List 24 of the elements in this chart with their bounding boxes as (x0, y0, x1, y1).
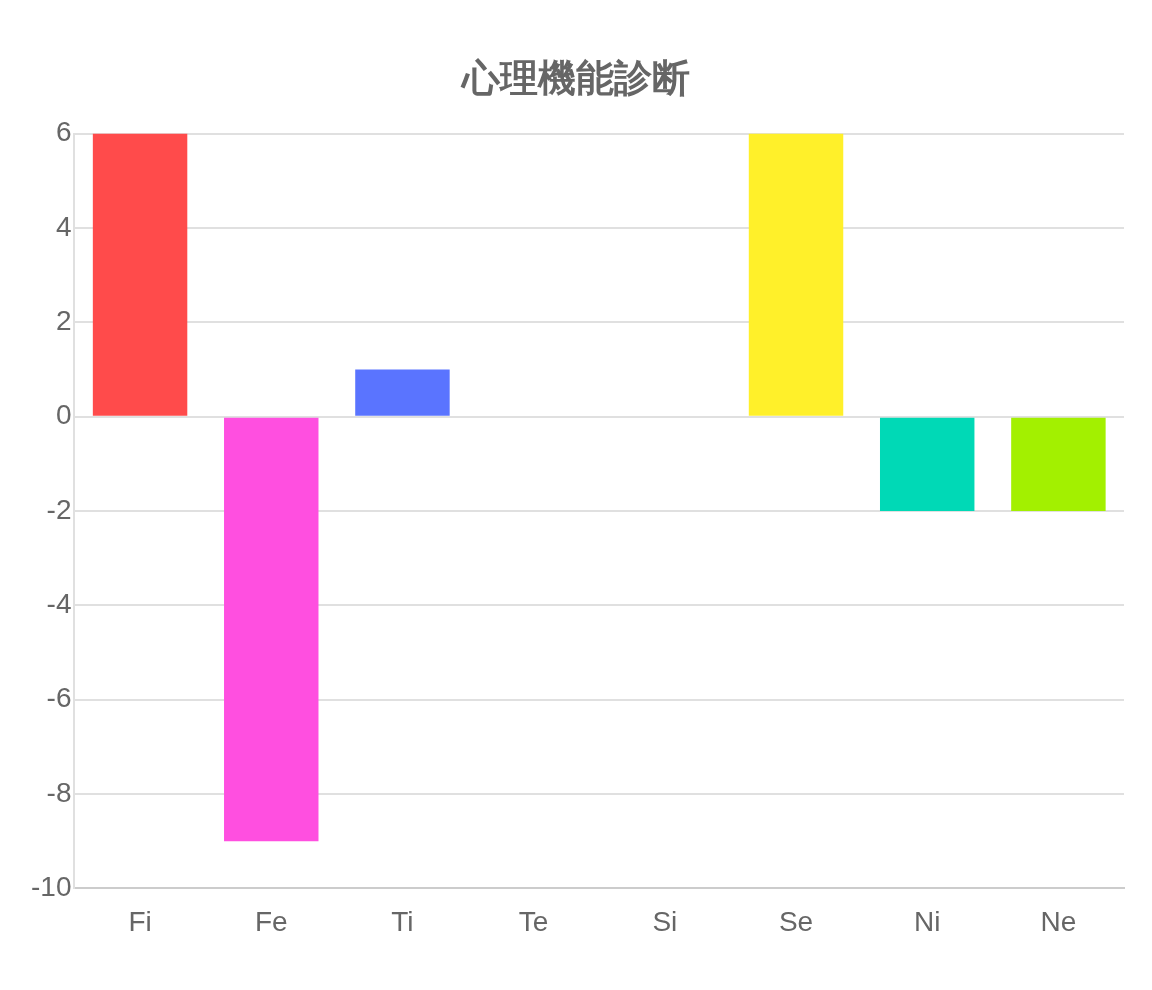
chart-title: 心理機能診断 (460, 57, 690, 100)
x-tick-label: Fe (254, 905, 288, 937)
x-tick-label: Te (518, 905, 549, 937)
y-tick-label: 2 (55, 305, 72, 337)
x-tick-label: Ni (913, 905, 941, 937)
bar (355, 369, 450, 416)
y-tick-label: -6 (46, 682, 72, 714)
bar (1011, 417, 1106, 511)
y-tick-label: -2 (46, 493, 72, 525)
bar (92, 133, 188, 416)
bar (224, 417, 319, 842)
x-tick-label: Ti (391, 905, 414, 937)
y-tick-label: -10 (31, 871, 72, 903)
x-tick-label: Ne (1040, 905, 1077, 937)
bar (879, 417, 975, 511)
y-tick-label: 4 (55, 210, 72, 242)
y-tick-label: -8 (46, 776, 72, 808)
y-tick-label: -4 (46, 588, 72, 620)
y-tick-label: 6 (55, 116, 72, 148)
x-tick-label: Fi (128, 905, 152, 937)
y-tick-label: 0 (55, 399, 72, 431)
bar (748, 133, 844, 416)
x-tick-label: Se (778, 905, 814, 937)
x-tick-label: Si (652, 905, 678, 937)
